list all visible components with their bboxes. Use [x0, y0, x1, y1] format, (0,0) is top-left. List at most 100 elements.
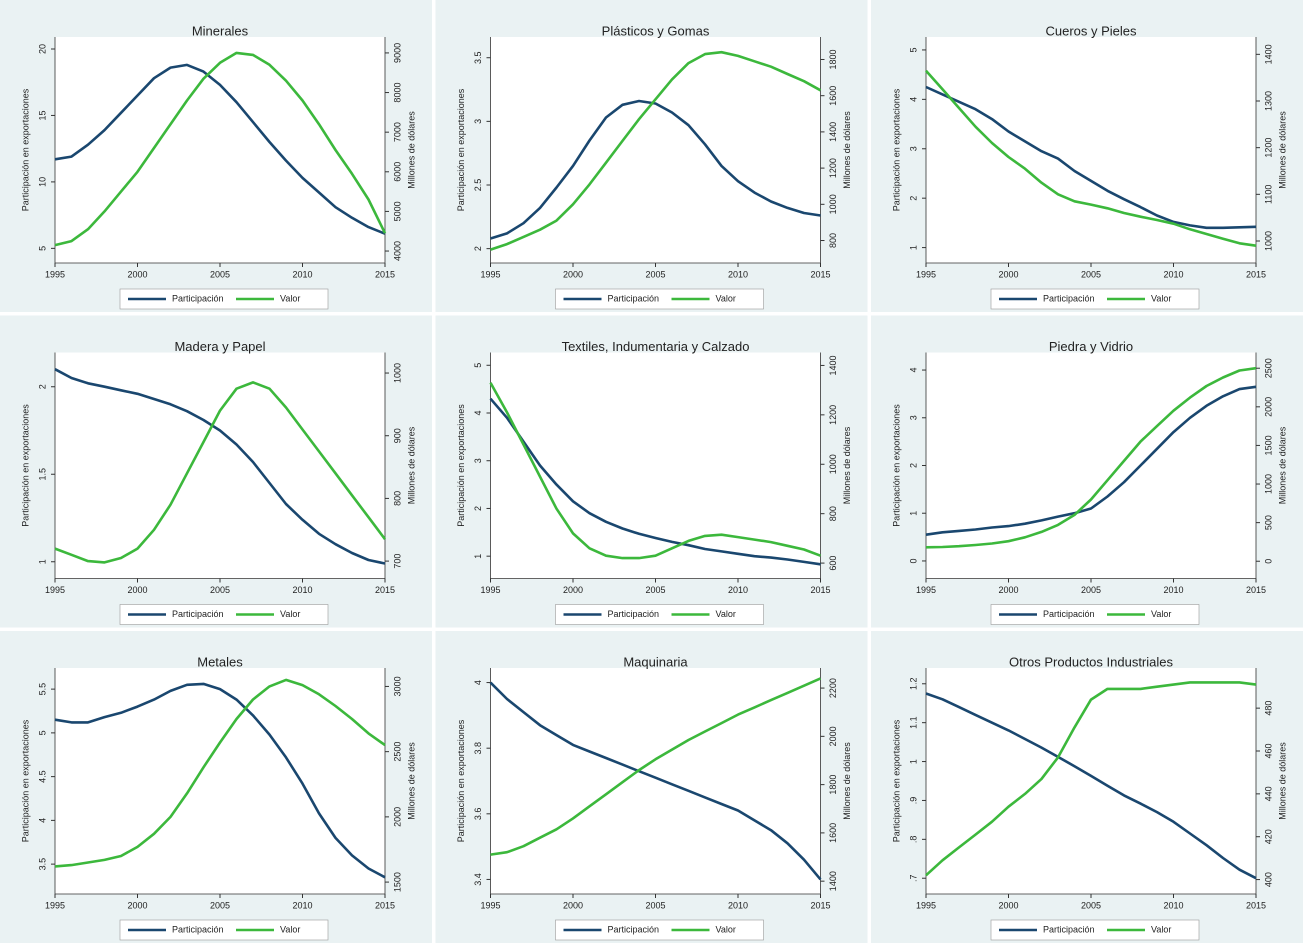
- legend-label: Valor: [1151, 924, 1171, 934]
- chart-title: Otros Productos Industriales: [1009, 654, 1174, 669]
- legend: Participación Valor: [119, 919, 329, 941]
- series-line: [54, 63, 386, 235]
- y-tick-label: 1: [473, 554, 483, 559]
- y2-tick-label: 1000: [1263, 231, 1273, 251]
- y2-tick-label: 1600: [828, 86, 838, 106]
- legend-label: Participación: [608, 924, 660, 934]
- y-tick-label: 3: [473, 119, 483, 124]
- y2-tick-label: 500: [1263, 515, 1273, 530]
- plot-area: [490, 668, 821, 894]
- y2-tick-label: 1400: [828, 122, 838, 142]
- y-tick-label: 1: [908, 511, 918, 516]
- y2-tick-label: 1200: [828, 158, 838, 178]
- legend-box: [119, 288, 329, 310]
- x-tick-label: 2010: [728, 900, 748, 910]
- y2-axis-label: Millones de dólares: [842, 742, 852, 820]
- legend-label: Participación: [1043, 293, 1095, 303]
- x-tick-label: 2000: [127, 269, 147, 279]
- chart-panel: Minerales 1995 2000 2005 2010 2015 5 10 15 20 4000…: [0, 0, 432, 312]
- y2-tick-label: 1000: [1263, 474, 1273, 494]
- y-tick-label: 20: [37, 44, 47, 54]
- legend-label: Participación: [1043, 609, 1095, 619]
- y-tick-label: 3.5: [37, 858, 47, 871]
- legend-label: Participación: [608, 609, 660, 619]
- y2-tick-label: 420: [1263, 829, 1273, 844]
- series-line: [925, 69, 1257, 247]
- series-line: [925, 692, 1257, 880]
- x-tick-label: 1995: [916, 900, 936, 910]
- x-tick-label: 2005: [1081, 585, 1101, 595]
- legend-label: Valor: [716, 293, 736, 303]
- x-tick-label: 2010: [292, 900, 312, 910]
- y2-axis-label: Millones de dólares: [842, 111, 852, 189]
- y-axis-label: Participación en exportaciones: [20, 404, 30, 527]
- y-tick-label: 2: [37, 384, 47, 389]
- y2-tick-label: 1300: [1263, 91, 1273, 111]
- y2-tick-label: 2200: [828, 678, 838, 698]
- y2-tick-label: 800: [392, 491, 402, 506]
- chart-title: Piedra y Vidrio: [1049, 339, 1133, 354]
- chart-title: Maquinaria: [623, 654, 688, 669]
- legend: Participación Valor: [990, 604, 1200, 625]
- chart-title: Minerales: [192, 23, 249, 38]
- y-tick-label: 0: [908, 558, 918, 563]
- y2-tick-label: 8000: [392, 83, 402, 103]
- x-tick-label: 2010: [292, 269, 312, 279]
- y-tick-label: 5: [37, 246, 47, 251]
- y-tick-label: 3: [473, 458, 483, 463]
- x-tick-label: 1995: [480, 585, 500, 595]
- x-tick-label: 2005: [210, 269, 230, 279]
- y2-tick-label: 1100: [1263, 185, 1273, 204]
- x-tick-label: 2010: [1163, 585, 1183, 595]
- x-tick-label: 1995: [45, 585, 65, 595]
- x-tick-label: 2015: [1246, 900, 1266, 910]
- legend: Participación Valor: [555, 604, 764, 625]
- legend-label: Valor: [280, 924, 300, 934]
- y-tick-label: 5: [37, 730, 47, 735]
- y2-tick-label: 2500: [392, 742, 402, 762]
- y-tick-label: 1.5: [37, 468, 47, 481]
- y2-tick-label: 900: [392, 428, 402, 443]
- x-tick-label: 2005: [210, 900, 230, 910]
- x-tick-label: 1995: [916, 585, 936, 595]
- y2-axis-label: Millones de dólares: [1277, 426, 1287, 504]
- y-tick-label: 10: [37, 177, 47, 187]
- chart-title: Plásticos y Gomas: [602, 23, 710, 38]
- legend-box: [555, 919, 764, 941]
- legend-label: Participación: [1043, 924, 1095, 934]
- x-tick-label: 2005: [1081, 269, 1101, 279]
- x-tick-label: 2000: [563, 269, 583, 279]
- x-tick-label: 2010: [292, 585, 312, 595]
- legend-label: Participación: [608, 293, 660, 303]
- y-tick-label: 2: [473, 506, 483, 511]
- y-tick-label: 4.5: [37, 770, 47, 783]
- series-line: [490, 99, 821, 240]
- x-tick-label: 2000: [563, 900, 583, 910]
- y-tick-label: 15: [37, 110, 47, 120]
- y-tick-label: 4: [908, 368, 918, 373]
- x-tick-label: 2005: [210, 585, 230, 595]
- y-tick-label: 3: [908, 415, 918, 420]
- y2-tick-label: 1200: [828, 405, 838, 425]
- x-tick-label: 2000: [998, 269, 1018, 279]
- x-tick-label: 2010: [1163, 269, 1183, 279]
- legend: Participación Valor: [555, 288, 764, 310]
- x-tick-label: 2005: [645, 900, 665, 910]
- y2-tick-label: 1400: [1263, 44, 1273, 64]
- y2-tick-label: 1400: [828, 355, 838, 375]
- y-tick-label: 2: [473, 246, 483, 251]
- y2-tick-label: 3000: [392, 676, 402, 696]
- x-tick-label: 2000: [127, 900, 147, 910]
- y-tick-label: 1: [908, 759, 918, 764]
- y-axis-label: Participación en exportaciones: [456, 404, 466, 527]
- legend: Participación Valor: [555, 919, 764, 941]
- y2-axis-label: Millones de dólares: [406, 111, 416, 189]
- y2-tick-label: 6000: [392, 162, 402, 182]
- y-axis-label: Participación en exportaciones: [20, 88, 30, 211]
- x-tick-label: 2015: [810, 585, 830, 595]
- chart-panel: Cueros y Pieles 1995 2000 2005 2010 2015 1 2 3 4 5…: [871, 0, 1303, 312]
- y-tick-label: 2.5: [473, 179, 483, 192]
- x-tick-label: 2010: [1163, 900, 1183, 910]
- x-tick-label: 1995: [45, 269, 65, 279]
